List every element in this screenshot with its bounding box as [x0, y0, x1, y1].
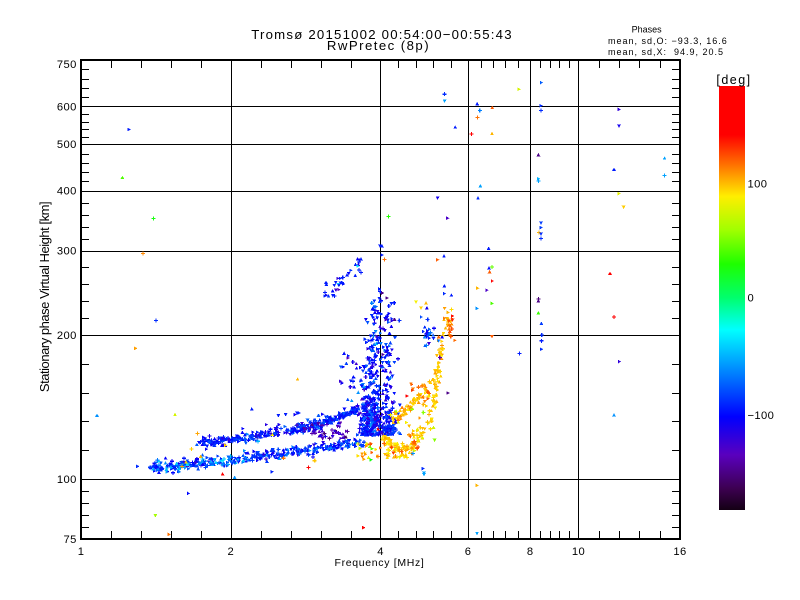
svg-text:Frequency [MHz]: Frequency [MHz]: [335, 557, 425, 569]
svg-text:500: 500: [57, 139, 77, 151]
svg-text:Stationary phase Virtual Heigh: Stationary phase Virtual Height [km]: [37, 202, 52, 392]
svg-text:Tromsø 20151002 00:54:00−00:55: Tromsø 20151002 00:54:00−00:55:43: [251, 27, 513, 42]
svg-text:100: 100: [748, 179, 768, 191]
svg-text:400: 400: [57, 186, 77, 198]
svg-text:1: 1: [78, 546, 85, 558]
svg-text:2: 2: [227, 546, 234, 558]
svg-text:RwPretec (8p): RwPretec (8p): [327, 38, 430, 53]
svg-text:750: 750: [57, 59, 77, 71]
svg-text:300: 300: [57, 246, 77, 258]
svg-text:16: 16: [673, 546, 686, 558]
svg-text:Phases: Phases: [632, 25, 663, 35]
svg-text:[deg]: [deg]: [716, 73, 751, 87]
svg-text:8: 8: [527, 546, 534, 558]
svg-text:mean, sd,O: −93.3, 16.6: mean, sd,O: −93.3, 16.6: [608, 36, 728, 46]
svg-text:0: 0: [748, 293, 755, 305]
svg-text:100: 100: [57, 474, 77, 486]
svg-text:200: 200: [57, 330, 77, 342]
svg-text:mean, sd,X: 94.9, 20.5: mean, sd,X: 94.9, 20.5: [608, 47, 724, 57]
svg-text:75: 75: [64, 534, 77, 546]
svg-text:−100: −100: [748, 410, 775, 422]
svg-text:4: 4: [377, 546, 384, 558]
svg-text:6: 6: [465, 546, 472, 558]
svg-text:10: 10: [572, 546, 585, 558]
svg-text:600: 600: [57, 101, 77, 113]
